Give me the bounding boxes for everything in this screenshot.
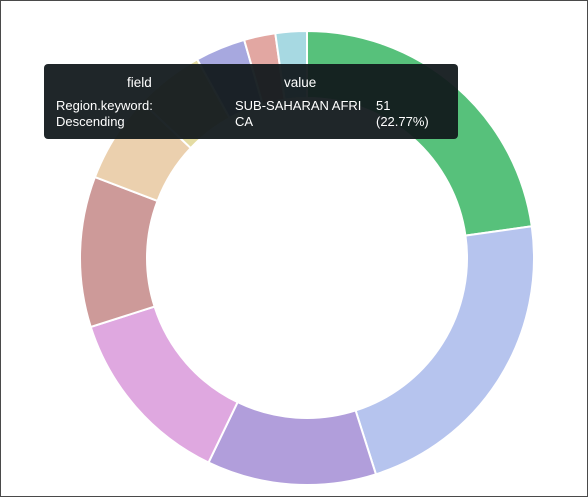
tooltip-field-order: Descending <box>56 114 125 129</box>
chart-tooltip: field value Region.keyword: Descending S… <box>44 64 458 139</box>
tooltip-header-field: field <box>127 75 152 90</box>
pie-slice-5[interactable] <box>79 175 159 329</box>
tooltip-value-continued: CA <box>235 114 254 129</box>
pie-slice-2[interactable] <box>354 225 535 476</box>
tooltip-percentage: (22.77%) <box>376 114 429 129</box>
tooltip-count: 51 <box>376 98 391 113</box>
pie-slice-3[interactable] <box>207 400 378 486</box>
tooltip-field-name: Region.keyword: <box>56 98 153 113</box>
tooltip-header-value: value <box>284 75 317 90</box>
pie-slice-4[interactable] <box>89 305 239 464</box>
tooltip-value: SUB-SAHARAN AFRI <box>235 98 362 113</box>
